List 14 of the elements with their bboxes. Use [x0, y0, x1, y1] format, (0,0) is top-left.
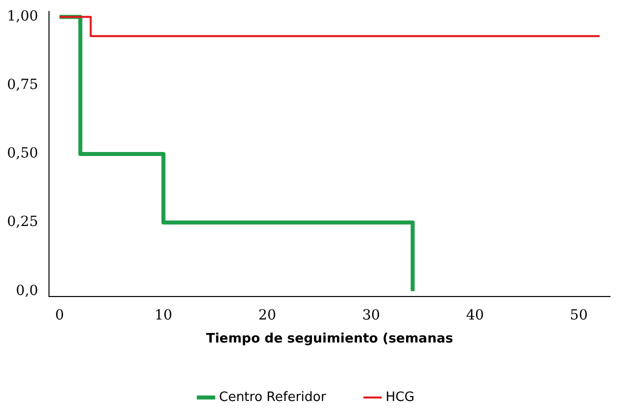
- x-axis-title: Tiempo de seguimiento (semanas: [206, 332, 454, 347]
- legend-label: HCG: [386, 390, 415, 405]
- y-tick-label: 0,50: [7, 146, 38, 162]
- y-tick-label: 0,25: [7, 214, 38, 230]
- x-tick-label: 10: [154, 308, 172, 324]
- y-tick-label: 0,0: [16, 282, 38, 299]
- y-tick-label: 0,75: [7, 77, 38, 94]
- x-tick-label: 30: [362, 308, 380, 324]
- x-tick-label: 40: [466, 308, 484, 324]
- x-tick-label: 20: [258, 308, 276, 324]
- x-tick-label: 50: [570, 308, 588, 324]
- legend-label: Centro Referidor: [218, 390, 327, 405]
- x-tick-label: 0: [55, 308, 64, 324]
- y-tick-label: 1,00: [7, 8, 38, 25]
